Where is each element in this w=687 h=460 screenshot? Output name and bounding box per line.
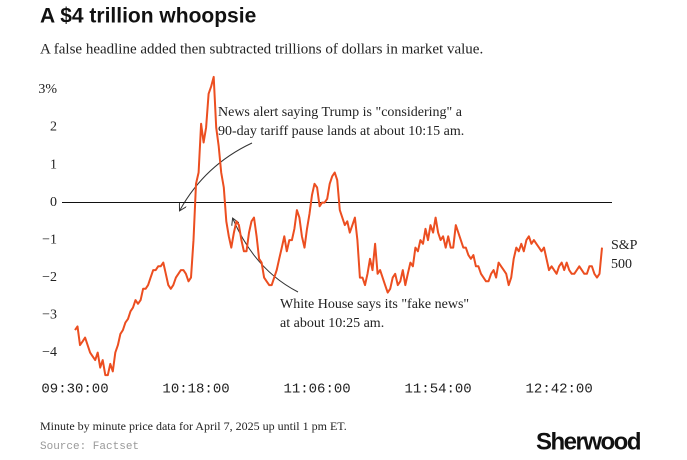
- series-label: S&P 500: [611, 238, 637, 272]
- annotation: 90-day tariff pause lands at about 10:15…: [218, 124, 464, 139]
- y-tick-label: 0: [50, 195, 57, 210]
- annotation: White House says its "fake news": [280, 297, 469, 312]
- chart-title: A $4 trillion whoopsie: [40, 5, 256, 28]
- y-tick-label: −4: [42, 345, 57, 360]
- x-tick-label: 09:30:00: [41, 382, 108, 398]
- annotation-arrow: [180, 142, 253, 210]
- y-tick-label: 2: [50, 120, 57, 135]
- y-tick-label: 3%: [38, 82, 57, 97]
- source: Source: Factset: [40, 441, 139, 453]
- brand-logo: Sherwood: [536, 428, 641, 455]
- price-line: [74, 75, 603, 377]
- x-tick-label: 10:18:00: [162, 382, 229, 398]
- x-tick-label: 11:54:00: [404, 382, 471, 398]
- annotation: at about 10:25 am.: [280, 316, 384, 331]
- annotation: News alert saying Trump is "considering"…: [218, 105, 463, 120]
- y-tick-label: 1: [50, 157, 57, 172]
- x-tick-label: 11:06:00: [283, 382, 350, 398]
- chart-subtitle: A false headline added then subtracted t…: [40, 41, 483, 57]
- footnote: Minute by minute price data for April 7,…: [40, 419, 347, 433]
- y-tick-label: −2: [42, 270, 57, 285]
- y-tick-label: −3: [42, 307, 57, 322]
- annotation-arrow: [233, 219, 299, 293]
- y-tick-label: −1: [42, 232, 57, 247]
- x-tick-label: 12:42:00: [526, 382, 593, 398]
